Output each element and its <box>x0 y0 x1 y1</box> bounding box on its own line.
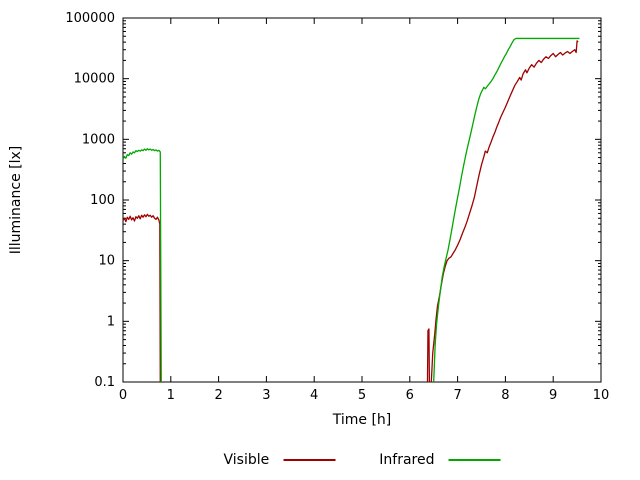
svg-text:0.1: 0.1 <box>94 375 115 390</box>
legend-line-infrared-icon <box>448 459 501 461</box>
svg-text:7: 7 <box>453 388 461 403</box>
svg-text:9: 9 <box>549 388 557 403</box>
svg-text:10: 10 <box>98 254 115 269</box>
svg-text:1000: 1000 <box>82 132 115 147</box>
svg-text:100000: 100000 <box>65 11 115 26</box>
svg-text:10000: 10000 <box>74 72 115 87</box>
x-axis-label: Time [h] <box>332 412 392 428</box>
legend: Visible Infrared <box>224 452 501 468</box>
svg-text:2: 2 <box>214 388 222 403</box>
svg-text:10: 10 <box>593 388 610 403</box>
legend-line-visible-icon <box>283 459 336 461</box>
legend-label-infrared: Infrared <box>379 452 435 468</box>
svg-text:1: 1 <box>107 314 115 329</box>
svg-text:6: 6 <box>406 388 414 403</box>
legend-item-visible: Visible <box>224 452 336 468</box>
svg-text:4: 4 <box>310 388 318 403</box>
svg-text:0: 0 <box>119 388 127 403</box>
svg-text:3: 3 <box>262 388 270 403</box>
svg-text:100: 100 <box>90 193 115 208</box>
y-axis-label: Illuminance [lx] <box>8 145 24 255</box>
svg-text:8: 8 <box>501 388 509 403</box>
legend-item-infrared: Infrared <box>379 452 501 468</box>
svg-text:1: 1 <box>167 388 175 403</box>
svg-text:5: 5 <box>358 388 366 403</box>
legend-label-visible: Visible <box>223 452 270 468</box>
